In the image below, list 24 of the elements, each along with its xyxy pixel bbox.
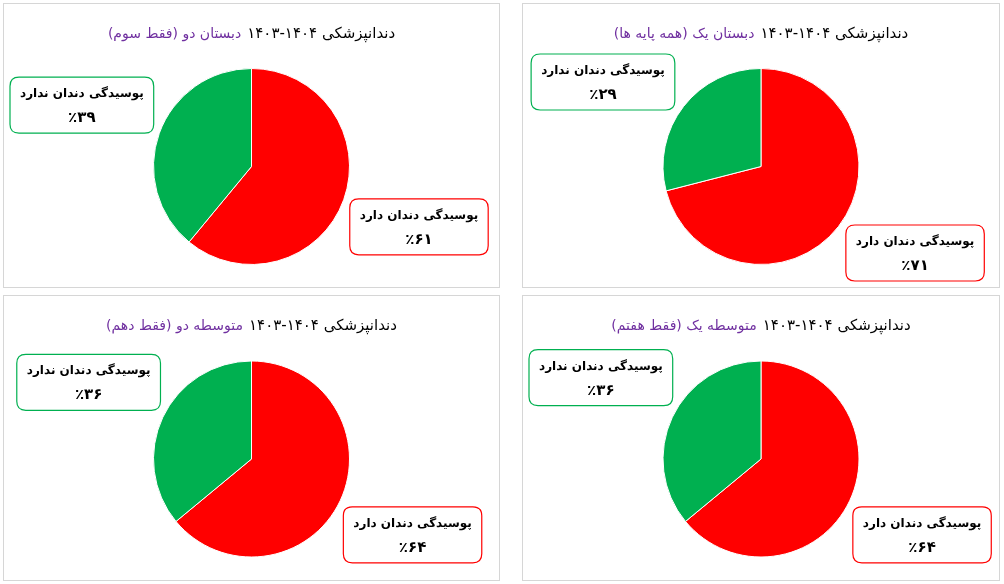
- data-label: ٪۳۶: [74, 385, 103, 404]
- chart-subtitle: متوسطه دو (فقط دهم): [106, 316, 244, 334]
- data-label: ٪۷۱: [901, 255, 929, 274]
- data-label: ٪۶۱: [405, 229, 433, 248]
- chart-subtitle: متوسطه یک (فقط هفتم): [611, 316, 757, 334]
- slice-label: پوسیدگی دندان ندارد: [20, 86, 144, 102]
- data-label: ٪۲۹: [589, 84, 617, 103]
- slice-label: پوسیدگی دندان ندارد: [541, 63, 665, 79]
- chart-subtitle: دبستان دو (فقط سوم): [107, 24, 242, 42]
- data-label: ٪۳۹: [68, 108, 96, 127]
- slice-label: پوسیدگی دندان دارد: [353, 515, 472, 531]
- chart-title: دندانپزشکی ۱۴۰۴-۱۴۰۳: [247, 23, 396, 43]
- data-label: ٪۶۴: [398, 537, 427, 556]
- slice-label: پوسیدگی دندان ندارد: [26, 363, 151, 379]
- chart-subtitle: دبستان یک (همه پایه ها): [613, 24, 755, 42]
- data-label: ٪۶۴: [908, 537, 936, 556]
- chart-title: دندانپزشکی ۱۴۰۴-۱۴۰۳: [760, 23, 909, 43]
- slice-label: پوسیدگی دندان دارد: [862, 515, 982, 531]
- chart-title: دندانپزشکی ۱۴۰۴-۱۴۰۳: [249, 315, 397, 335]
- slice-label: پوسیدگی دندان دارد: [359, 207, 479, 223]
- chart-title: دندانپزشکی ۱۴۰۴-۱۴۰۳: [762, 315, 911, 335]
- data-label: ٪۳۶: [587, 380, 615, 399]
- slice-label: پوسیدگی دندان ندارد: [539, 358, 663, 374]
- slice-label: پوسیدگی دندان دارد: [855, 234, 975, 250]
